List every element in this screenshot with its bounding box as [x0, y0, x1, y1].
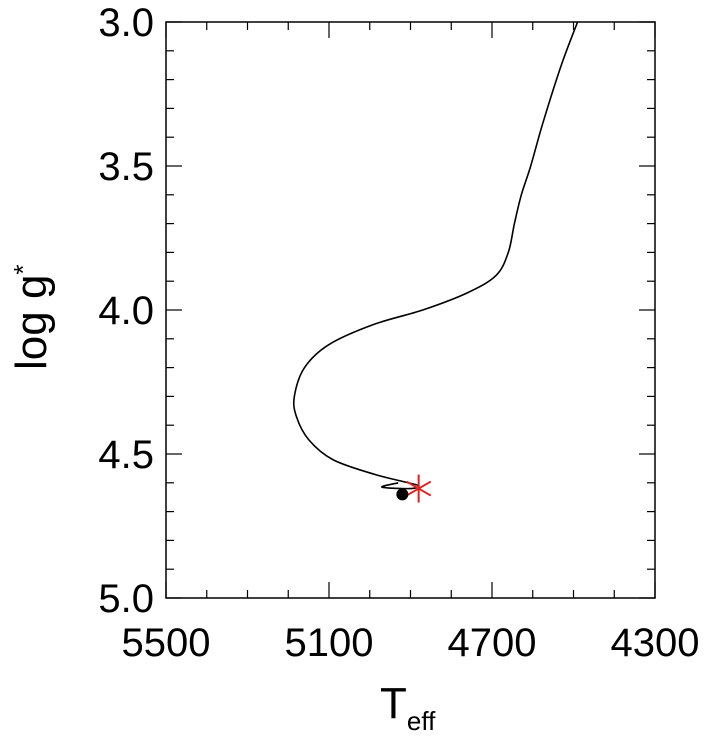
- x-tick-label: 4300: [611, 621, 700, 665]
- asterisk-stroke: [406, 480, 432, 497]
- x-tick-label: 4700: [448, 621, 537, 665]
- minor-ticks: [166, 22, 655, 598]
- y-tick-label: 4.5: [98, 433, 154, 477]
- major-ticks: [165, 21, 656, 599]
- x-axis-label-main: T: [380, 679, 407, 728]
- y-axis-label: log g*: [7, 264, 56, 370]
- x-tick-label: 5500: [122, 621, 211, 665]
- x-tick-label: 5100: [285, 621, 374, 665]
- y-axis-label-main: log g: [7, 275, 56, 370]
- x-axis-label: Teff: [380, 679, 436, 736]
- y-tick-label: 5.0: [98, 577, 154, 621]
- x-tick-labels: 5500 5100 4700 4300: [122, 621, 700, 665]
- filled-circle-marker: [396, 488, 409, 501]
- y-tick-label: 3.0: [98, 1, 154, 45]
- asterisk-marker: [406, 474, 432, 503]
- y-tick-label: 4.0: [98, 289, 154, 333]
- y-tick-labels: 3.0 3.5 4.0 4.5 5.0: [98, 1, 154, 621]
- evolutionary-track-line: [292, 21, 579, 490]
- series-layer: [292, 21, 579, 503]
- plot-frame: [165, 21, 656, 599]
- y-tick-label: 3.5: [98, 145, 154, 189]
- plot-area: [165, 21, 656, 599]
- y-axis-label-sub: *: [8, 264, 38, 274]
- x-axis-label-sub: eff: [407, 706, 436, 736]
